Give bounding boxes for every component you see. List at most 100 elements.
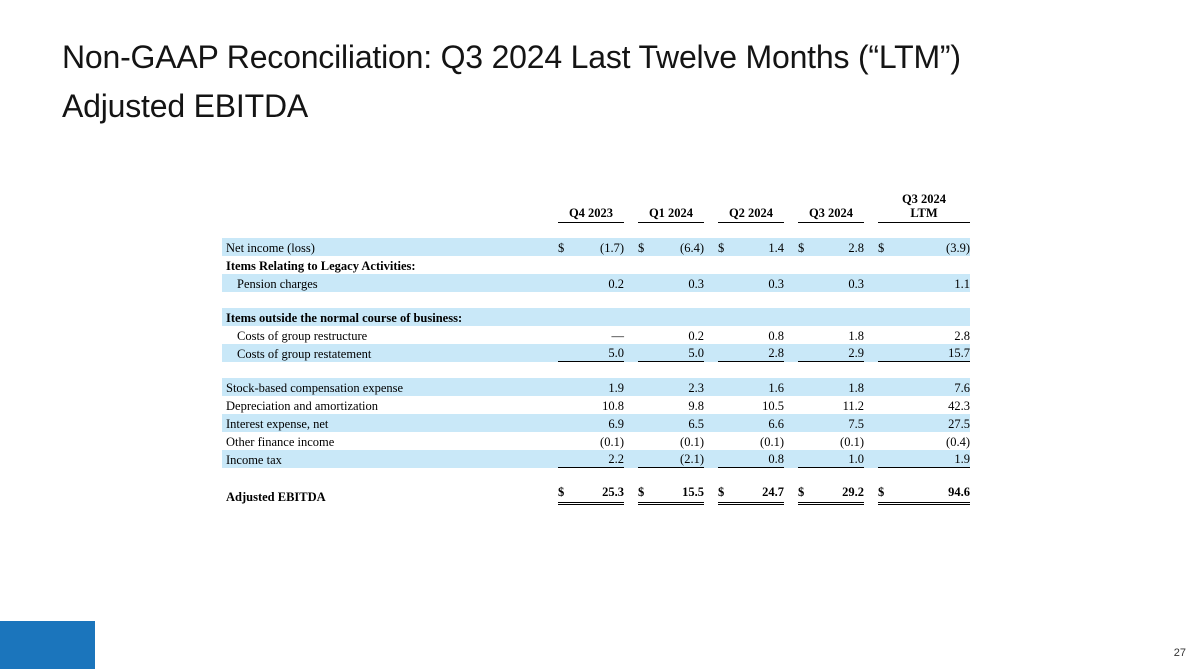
cell-value: 7.5 bbox=[848, 417, 864, 431]
slide-title-line-1: Non-GAAP Reconciliation: Q3 2024 Last Tw… bbox=[62, 39, 961, 75]
cell-value: 5.0 bbox=[608, 346, 624, 360]
cell-value: (0.1) bbox=[600, 435, 624, 449]
value-cell: 6.9 bbox=[558, 416, 624, 432]
column-header: Q4 2023 bbox=[558, 206, 624, 223]
cell-value: 0.3 bbox=[688, 277, 704, 291]
value-cell: $25.3 bbox=[558, 484, 624, 505]
cell-value: 2.9 bbox=[848, 346, 864, 360]
value-cell: 0.3 bbox=[798, 276, 864, 292]
cell-value: 2.2 bbox=[608, 452, 624, 466]
currency-symbol: $ bbox=[718, 241, 725, 255]
cell-value: 1.8 bbox=[848, 329, 864, 343]
currency-symbol: $ bbox=[878, 241, 885, 255]
cell-value: 0.8 bbox=[768, 452, 784, 466]
value-cell: 1.6 bbox=[718, 380, 784, 396]
page-number: 27 bbox=[1173, 647, 1186, 659]
value-cell: $15.5 bbox=[638, 484, 704, 505]
value-cell: 1.9 bbox=[558, 380, 624, 396]
cell-value: 1.4 bbox=[768, 241, 784, 255]
value-cell: 2.8 bbox=[878, 328, 970, 344]
cell-value: 2.8 bbox=[954, 329, 970, 343]
value-cell: 7.5 bbox=[798, 416, 864, 432]
currency-symbol: $ bbox=[638, 485, 645, 499]
cell-value: 1.8 bbox=[848, 381, 864, 395]
table-row: Income tax 2.2 (2.1) 0.8 1.0 1.9 bbox=[222, 450, 970, 468]
value-cell: (0.1) bbox=[638, 434, 704, 450]
value-cell: 1.0 bbox=[798, 451, 864, 468]
row-label: Interest expense, net bbox=[222, 414, 544, 432]
cell-value: 6.6 bbox=[768, 417, 784, 431]
table-row: Interest expense, net 6.9 6.5 6.6 7.5 27.5 bbox=[222, 414, 970, 432]
value-cell: 42.3 bbox=[878, 398, 970, 414]
value-cell: $1.4 bbox=[718, 240, 784, 256]
currency-symbol: $ bbox=[638, 241, 645, 255]
cell-value: 11.2 bbox=[842, 399, 864, 413]
table-row: Items Relating to Legacy Activities: bbox=[222, 256, 970, 274]
cell-value: 1.0 bbox=[848, 452, 864, 466]
cell-value: 29.2 bbox=[842, 485, 864, 499]
value-cell: — bbox=[558, 328, 625, 344]
value-cell: $ (1.7) bbox=[558, 240, 624, 256]
row-label: Net income (loss) bbox=[222, 238, 544, 256]
cell-value: (1.7) bbox=[600, 241, 624, 255]
row-label: Pension charges bbox=[222, 274, 544, 292]
row-label: Adjusted EBITDA bbox=[226, 490, 326, 504]
cell-value: 0.2 bbox=[688, 329, 704, 343]
cell-value: 15.5 bbox=[682, 485, 704, 499]
table-row: Other finance income (0.1) (0.1) (0.1) (0.1)… bbox=[222, 432, 970, 450]
table-row: Costs of group restatement 5.0 5.0 2.8 2.9 15… bbox=[222, 344, 970, 362]
cell-value: 1.9 bbox=[954, 452, 970, 466]
row-label: Stock-based compensation expense bbox=[222, 378, 544, 396]
currency-symbol: $ bbox=[558, 241, 565, 255]
currency-symbol: $ bbox=[798, 485, 805, 499]
cell-value: 2.8 bbox=[848, 241, 864, 255]
cell-value: (0.1) bbox=[760, 435, 784, 449]
value-cell: 27.5 bbox=[878, 416, 970, 432]
value-cell: 10.5 bbox=[718, 398, 784, 414]
cell-value: 24.7 bbox=[762, 485, 784, 499]
cell-value: 2.3 bbox=[688, 381, 704, 395]
value-cell: $ (6.4) bbox=[638, 240, 704, 256]
cell-value: 1.9 bbox=[608, 381, 624, 395]
value-cell: 0.2 bbox=[558, 276, 624, 292]
cell-value: (6.4) bbox=[680, 241, 704, 255]
value-cell: (0.1) bbox=[558, 434, 624, 450]
cell-value: (3.9) bbox=[946, 241, 970, 255]
table-row: Net income (loss) $ (1.7) $ (6.4) $1.4 $2.8 $ (3… bbox=[222, 238, 970, 256]
value-cell: 2.2 bbox=[558, 451, 624, 468]
value-cell: 15.7 bbox=[878, 345, 970, 362]
cell-value: 94.6 bbox=[948, 485, 970, 499]
cell-value: 2.8 bbox=[768, 346, 784, 360]
value-cell: (0.1) bbox=[718, 434, 784, 450]
value-cell: 2.9 bbox=[798, 345, 864, 362]
row-label: Items Relating to Legacy Activities: bbox=[226, 259, 416, 273]
table-row: Costs of group restructure — 0.2 0.8 1.8 2.8 bbox=[222, 326, 970, 344]
currency-symbol: $ bbox=[798, 241, 805, 255]
cell-value: 27.5 bbox=[948, 417, 970, 431]
reconciliation-table: Q4 2023 Q1 2024 Q2 2024 Q3 2024 Q3 2024 LTM Ne… bbox=[222, 192, 970, 505]
cell-value: 0.3 bbox=[768, 277, 784, 291]
cell-value: 6.9 bbox=[608, 417, 624, 431]
row-label: Items outside the normal course of busin… bbox=[222, 308, 544, 326]
cell-value: — bbox=[611, 329, 625, 343]
value-cell: 5.0 bbox=[638, 345, 704, 362]
value-cell: 5.0 bbox=[558, 345, 624, 362]
cell-value: 5.0 bbox=[688, 346, 704, 360]
value-cell: 6.6 bbox=[718, 416, 784, 432]
cell-value: 0.3 bbox=[848, 277, 864, 291]
header-row: Q4 2023 Q1 2024 Q2 2024 Q3 2024 Q3 2024 LTM bbox=[222, 192, 970, 223]
column-header: Q1 2024 bbox=[638, 206, 704, 223]
value-cell: 10.8 bbox=[558, 398, 624, 414]
row-label: Costs of group restatement bbox=[222, 344, 544, 362]
value-cell: (2.1) bbox=[638, 451, 704, 468]
table-row: Items outside the normal course of busin… bbox=[222, 308, 970, 326]
cell-value: (0.1) bbox=[840, 435, 864, 449]
value-cell: 0.3 bbox=[718, 276, 784, 292]
header-gap-row bbox=[222, 223, 970, 238]
spacer-row bbox=[222, 292, 970, 308]
cell-value: 7.6 bbox=[954, 381, 970, 395]
value-cell: 6.5 bbox=[638, 416, 704, 432]
corner-accent-bar bbox=[0, 621, 95, 669]
value-cell: 0.8 bbox=[718, 328, 784, 344]
value-cell: 9.8 bbox=[638, 398, 704, 414]
